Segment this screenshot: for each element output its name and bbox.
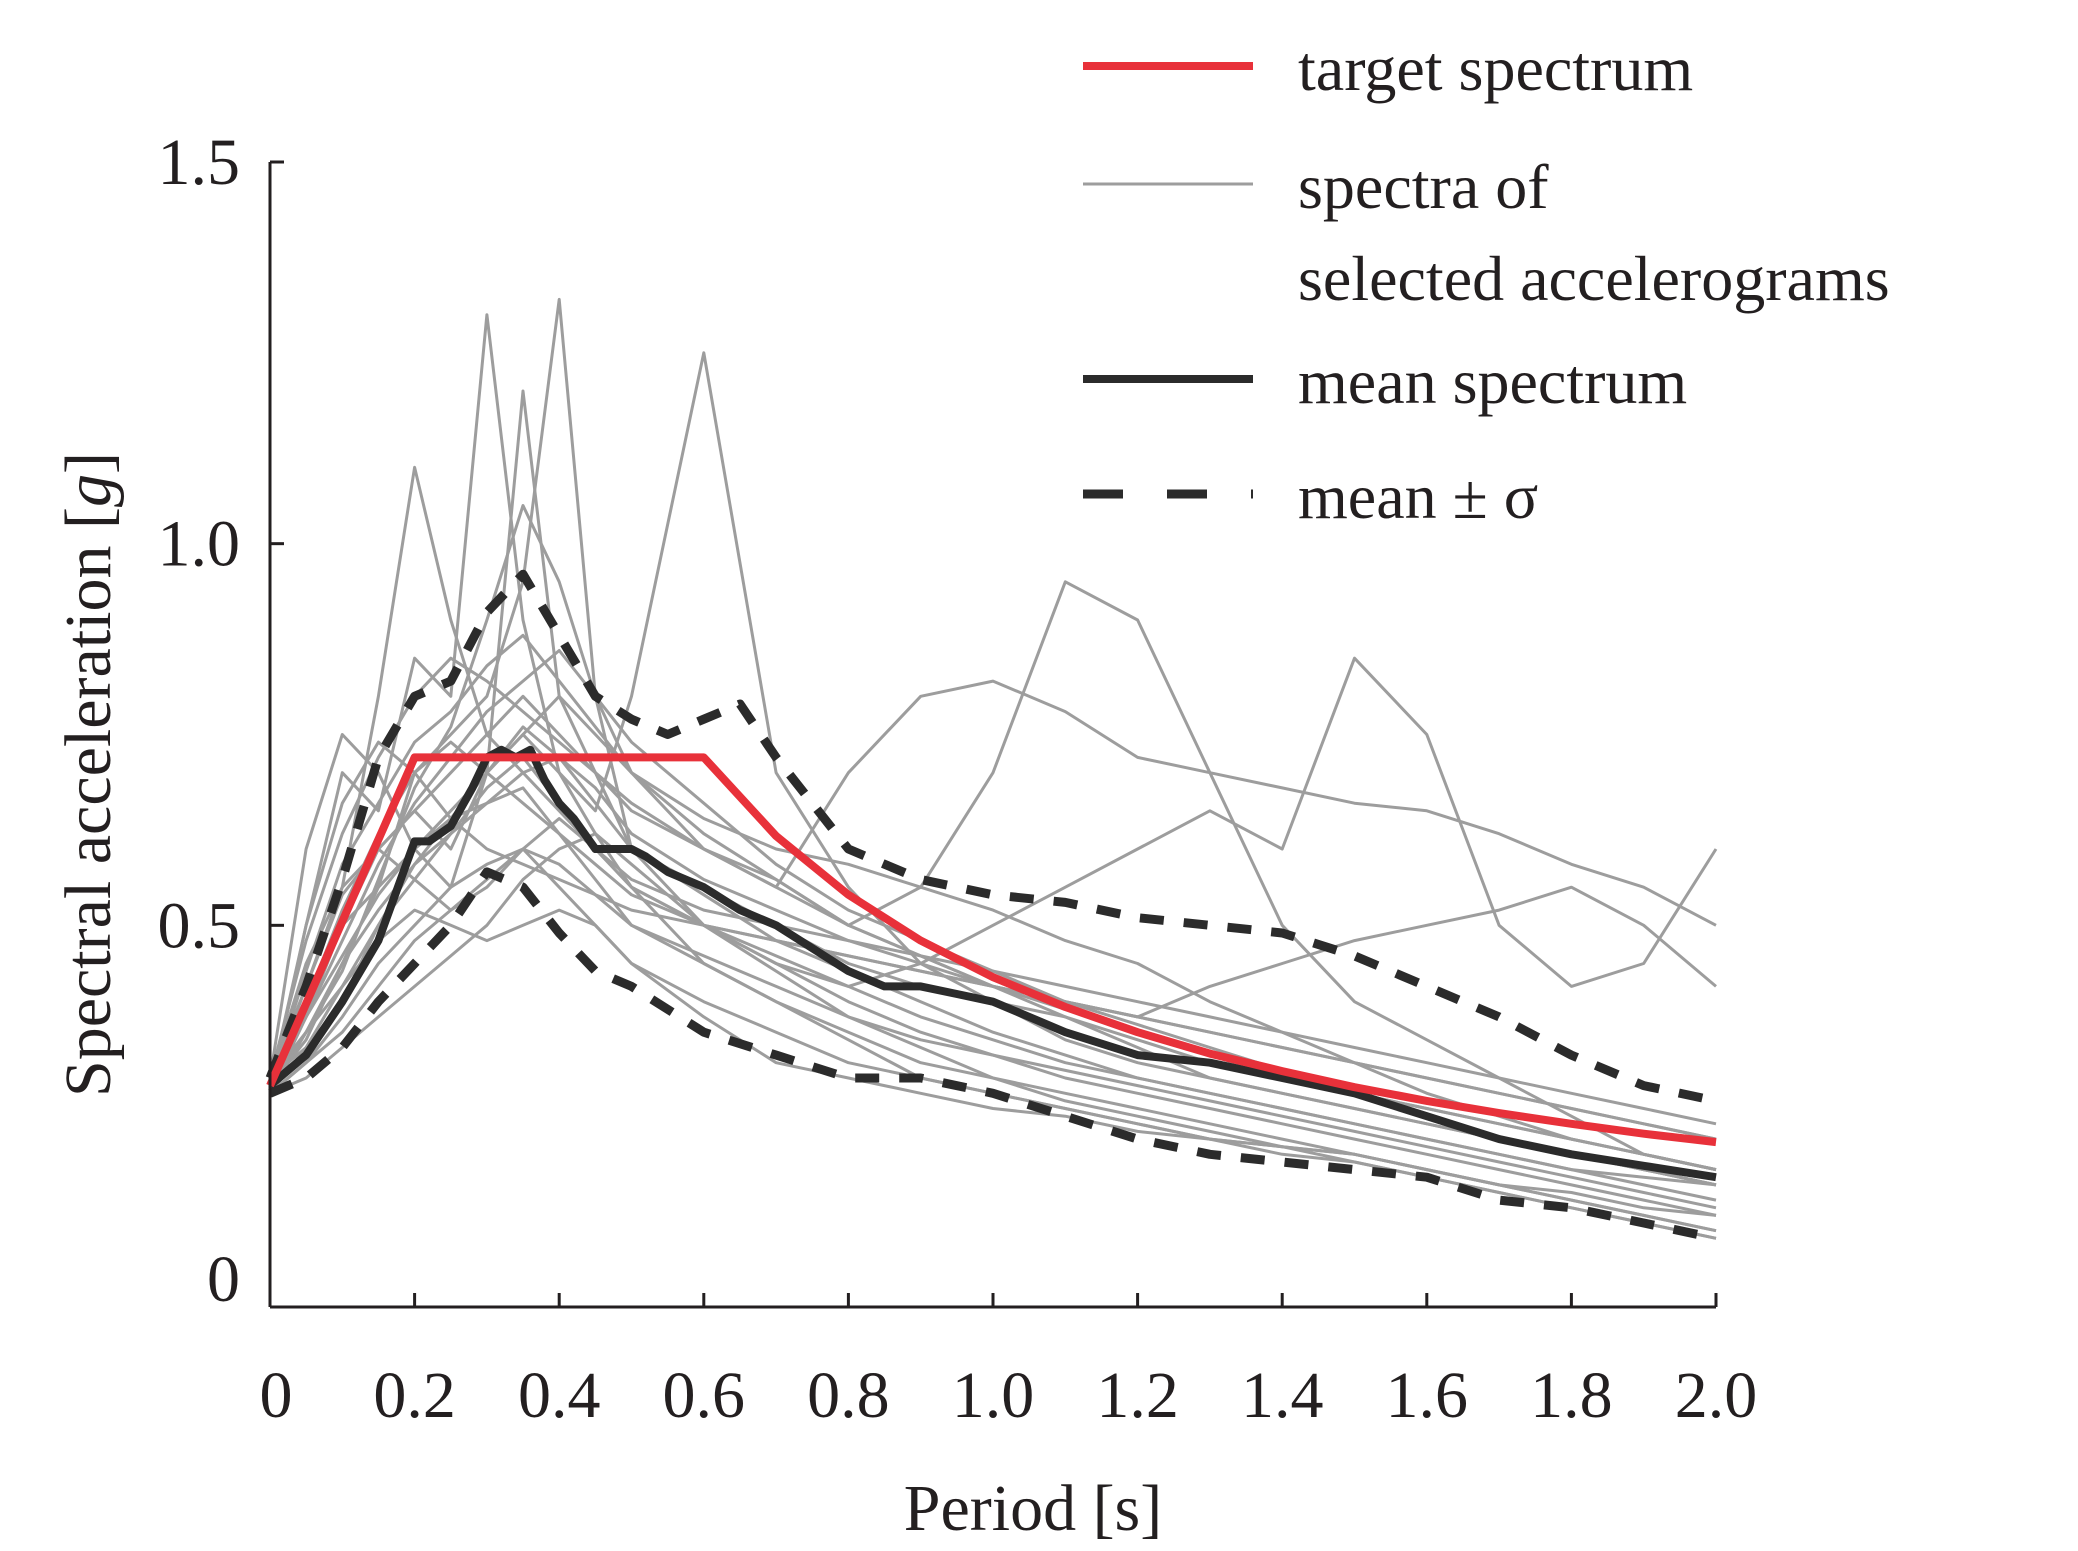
x-tick-label: 1.0: [952, 1359, 1035, 1432]
record-spectrum-line-1: [268, 465, 1717, 1217]
target-spectrum-line: [266, 753, 1717, 1147]
x-tick-label: 0: [260, 1359, 293, 1432]
y-axis-title-part: g: [52, 474, 125, 507]
y-tick-label: 0: [207, 1243, 240, 1316]
record-spectrum-line-22: [268, 817, 1717, 1126]
x-tick-label: 0.4: [518, 1359, 601, 1432]
legend-label-records: selected accelerograms: [1298, 243, 1890, 314]
x-tick-label: 0.8: [807, 1359, 890, 1432]
x-tick-label: 0.6: [663, 1359, 746, 1432]
record-spectrum-line-12: [268, 908, 1717, 1233]
x-axis-title: Period [s]: [904, 1472, 1162, 1545]
sigma-band-line-1: [265, 569, 1717, 1106]
record-spectrum-line-4: [268, 297, 1717, 1187]
axes-group: 0 0.2 0.4 0.6 0.8 1.0 1.2 1.4 1.6 1.8 2.0 0 0.5 1.0 1.…: [52, 126, 1757, 1545]
record-spectrum-line-14: [269, 832, 1717, 1240]
record-spectrum-line-19: [268, 504, 1717, 1172]
x-tick-label: 1.8: [1530, 1359, 1613, 1432]
y-axis-title-part: Spectral acceleration [: [52, 507, 125, 1097]
legend-label-records: spectra of: [1298, 151, 1549, 222]
x-tick-label: 1.4: [1241, 1359, 1324, 1432]
x-tick-label: 0.2: [373, 1359, 456, 1432]
y-axis-title: Spectral acceleration [g]: [52, 452, 125, 1097]
record-spectrum-line-10: [269, 786, 1717, 1233]
series-group: [265, 569, 1717, 1243]
y-tick-label: 1.5: [158, 126, 241, 199]
legend: target spectrum spectra of selected accele…: [1083, 33, 1890, 532]
record-spectrum-line-17: [268, 725, 1717, 1202]
y-tick-label: 1.0: [158, 508, 241, 581]
y-axis-title-part: ]: [52, 452, 125, 474]
x-tick-label: 2.0: [1675, 1359, 1758, 1432]
x-tick-label: 1.2: [1096, 1359, 1179, 1432]
y-tick-label: 0.5: [158, 889, 241, 962]
legend-label-band: mean ± σ: [1298, 461, 1538, 532]
record-spectrum-line-7: [268, 679, 1717, 1079]
record-spectrum-line-8: [268, 656, 1718, 1095]
record-spectrum-line-11: [269, 847, 1717, 1240]
legend-label-mean: mean spectrum: [1298, 346, 1687, 417]
mean-spectrum-line: [267, 745, 1717, 1182]
x-tick-label: 1.6: [1386, 1359, 1469, 1432]
legend-label-target: target spectrum: [1298, 33, 1693, 104]
record-spectrum-line-15: [268, 633, 1717, 1172]
